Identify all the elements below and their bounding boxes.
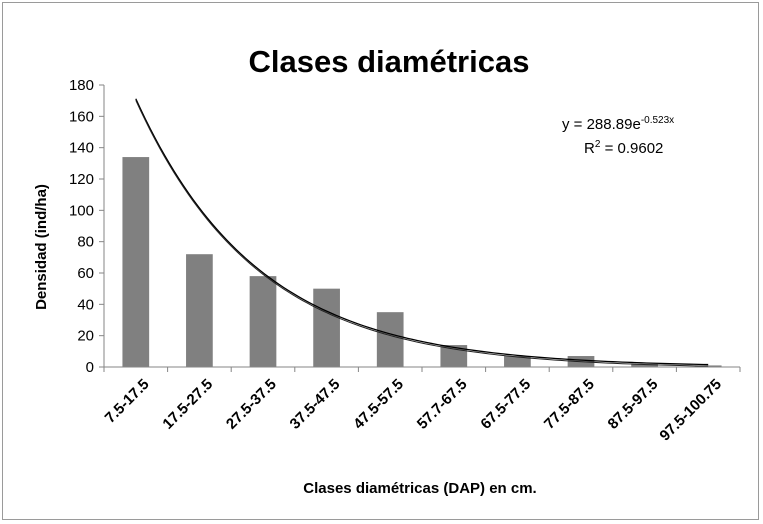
x-axis-label: Clases diamétricas (DAP) en cm. bbox=[303, 480, 536, 497]
x-tick-label: 77.5-87.5 bbox=[541, 376, 598, 433]
y-tick-label: 140 bbox=[69, 140, 94, 157]
trendline-equation: y = 288.89e-0.523x bbox=[562, 115, 674, 133]
trendline-curve-shadow bbox=[135, 100, 709, 367]
x-tick-label: 97.5-100.75 bbox=[656, 376, 725, 445]
bar bbox=[249, 276, 277, 367]
x-axis-ticks: 7.5-17.5 17.5-27.5 27.5-37.5 37.5-47.5 47.5-… bbox=[102, 367, 741, 445]
r-squared: R2 = 0.9602 bbox=[584, 139, 663, 157]
trendline bbox=[135, 98, 709, 367]
y-tick-label: 20 bbox=[77, 328, 94, 345]
y-tick-label: 60 bbox=[77, 265, 94, 282]
x-tick-label: 7.5-17.5 bbox=[102, 376, 153, 427]
x-tick-label: 57.7-67.5 bbox=[414, 376, 471, 433]
x-tick-label: 17.5-27.5 bbox=[159, 376, 216, 433]
equation-base: y = 288.89e bbox=[562, 116, 641, 133]
y-tick-label: 80 bbox=[77, 234, 94, 251]
x-tick-label: 27.5-37.5 bbox=[223, 376, 280, 433]
y-tick-label: 120 bbox=[69, 171, 94, 188]
y-tick-label: 0 bbox=[86, 359, 94, 376]
x-tick-label: 87.5-97.5 bbox=[605, 376, 662, 433]
bar bbox=[122, 157, 150, 367]
x-tick-label: 47.5-57.5 bbox=[350, 376, 407, 433]
bars bbox=[122, 157, 722, 367]
r2-exponent: 2 bbox=[595, 139, 601, 150]
x-tick-label: 37.5-47.5 bbox=[287, 376, 344, 433]
bar bbox=[186, 254, 213, 367]
y-tick-label: 180 bbox=[69, 77, 94, 94]
equation-exponent: -0.523x bbox=[641, 115, 674, 126]
bar bbox=[313, 288, 340, 367]
r2-value: = 0.9602 bbox=[600, 140, 663, 157]
bar bbox=[440, 345, 468, 367]
y-tick-label: 100 bbox=[69, 202, 94, 219]
x-tick-label: 67.5-77.5 bbox=[477, 376, 534, 433]
y-axis-ticks: 0 20 40 60 80 100 120 140 160 180 bbox=[69, 77, 104, 376]
bar bbox=[631, 363, 658, 367]
chart-title: Clases diamétricas bbox=[249, 44, 530, 79]
trendline-curve bbox=[135, 98, 709, 366]
bar bbox=[694, 365, 722, 367]
bar bbox=[504, 356, 531, 367]
r2-base: R bbox=[584, 140, 595, 157]
y-tick-label: 160 bbox=[69, 108, 94, 125]
y-axis-label: Densidad (ind/ha) bbox=[33, 184, 50, 310]
bar bbox=[376, 312, 404, 367]
y-tick-label: 40 bbox=[77, 296, 94, 313]
